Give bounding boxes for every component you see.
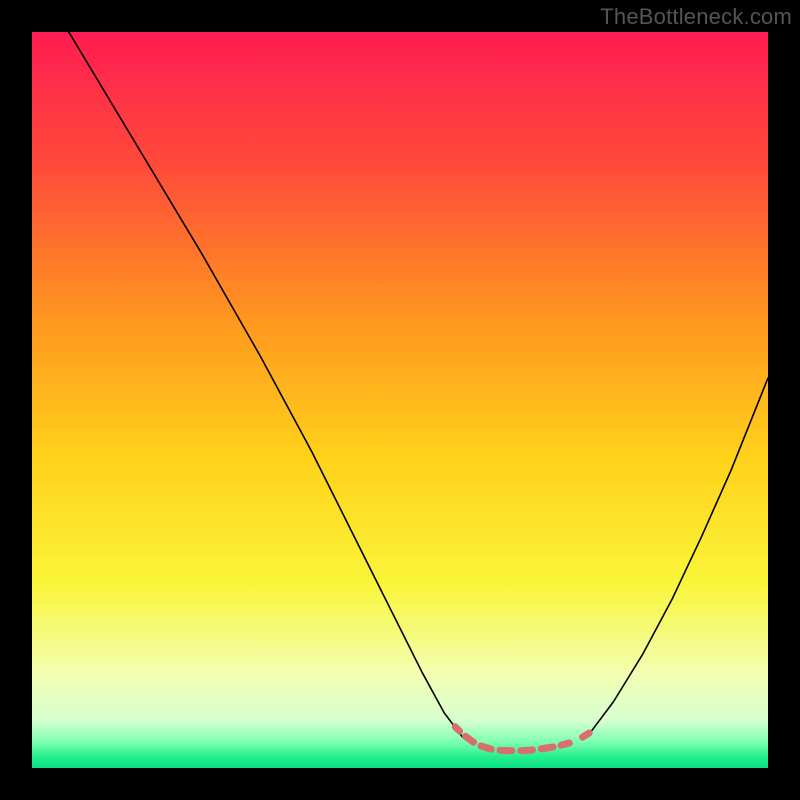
- chart-canvas: [0, 0, 800, 800]
- watermark-text: TheBottleneck.com: [600, 4, 792, 30]
- bottleneck-chart: TheBottleneck.com: [0, 0, 800, 800]
